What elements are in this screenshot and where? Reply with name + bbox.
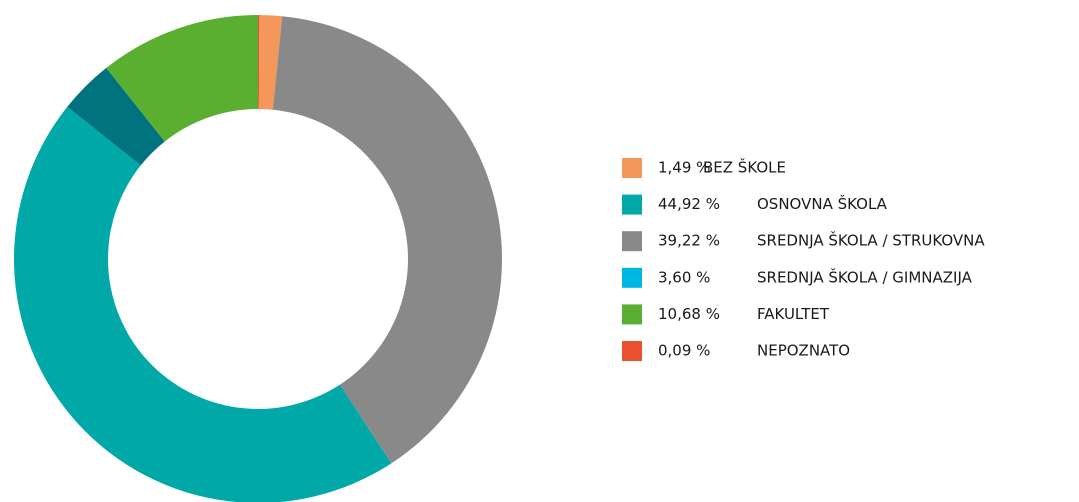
donut-slice: [106, 15, 258, 142]
legend-label: SREDNJA ŠKOLA / STRUKOVNA: [757, 231, 985, 250]
legend-label: NEPOZNATO: [757, 342, 850, 360]
donut-slice: [272, 16, 502, 464]
donut-slice: [14, 106, 392, 502]
legend-value: 0,09 %: [658, 342, 710, 360]
donut-slice: [67, 67, 165, 166]
legend-swatch: [622, 304, 642, 325]
legend-swatch: [622, 267, 642, 288]
legend-value: 1,49 %: [658, 159, 710, 177]
legend-swatch: [622, 194, 642, 215]
legend-value: 39,22 %: [658, 232, 720, 250]
donut-slice: [258, 15, 260, 110]
legend-swatch: [622, 231, 642, 252]
legend-value: 44,92 %: [658, 195, 720, 213]
legend-value: 10,68 %: [658, 305, 720, 323]
legend-label: SREDNJA ŠKOLA / GIMNAZIJA: [757, 267, 973, 286]
legend-label: FAKULTET: [757, 305, 830, 323]
donut-slice: [258, 15, 283, 110]
legend-label: BEZ ŠKOLE: [703, 158, 786, 177]
legend-label: OSNOVNA ŠKOLA: [757, 194, 888, 213]
legend-swatch: [622, 341, 642, 361]
legend-swatch: [622, 158, 642, 178]
legend-value: 3,60 %: [658, 268, 710, 286]
